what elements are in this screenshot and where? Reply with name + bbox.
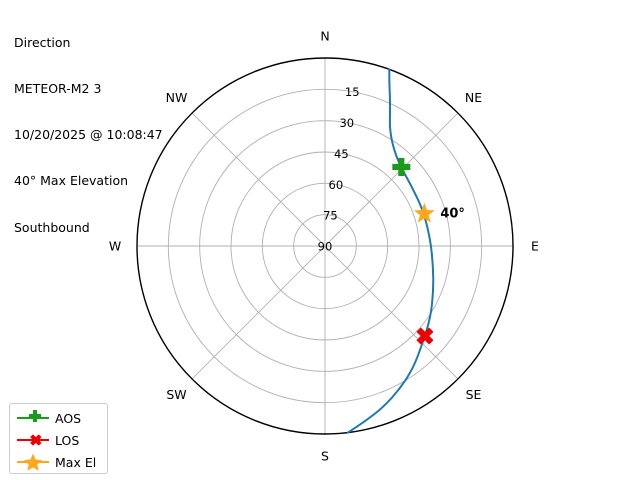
- marker-los: [416, 327, 434, 345]
- max-elevation-annotation: 40°: [440, 207, 465, 222]
- radial-tick-label-45: 45: [334, 147, 349, 161]
- marker-max-el: [413, 202, 435, 223]
- legend-label-aos: AOS: [55, 410, 82, 426]
- grid-spoke-SW: [191, 245, 326, 380]
- legend: AOS LOS Max El: [9, 403, 108, 474]
- title-line-direction-value: Southbound: [14, 219, 90, 235]
- title-line-direction: Direction: [14, 34, 71, 50]
- title-line-max-elevation: 40° Max Elevation: [14, 173, 129, 189]
- horizon-circle: [136, 57, 514, 435]
- legend-item-aos: AOS: [16, 407, 104, 429]
- track-line-pass-track: [346, 68, 435, 434]
- compass-label-N: N: [320, 29, 329, 44]
- compass-label-E: E: [531, 239, 539, 254]
- polar-spokes: [137, 58, 513, 434]
- radial-tick-label-30: 30: [339, 116, 354, 130]
- radial-tick-label-90: 90: [318, 240, 333, 254]
- compass-label-S: S: [321, 449, 329, 464]
- marker-aos: [392, 157, 411, 176]
- pass-event-markers: [392, 157, 435, 345]
- grid-spoke-NW: [191, 112, 326, 247]
- compass-label-SW: SW: [166, 387, 186, 402]
- grid-spoke-SE: [324, 245, 459, 380]
- compass-label-NE: NE: [465, 90, 482, 105]
- title-line-timestamp: 10/20/2025 @ 10:08:47: [14, 127, 163, 143]
- compass-label-W: W: [109, 239, 121, 254]
- grid-spoke-NE: [324, 112, 459, 247]
- radial-tick-label-60: 60: [329, 178, 344, 192]
- compass-label-NW: NW: [166, 90, 188, 105]
- star-marker-icon: [16, 452, 50, 472]
- satellite-pass-track: [346, 68, 435, 434]
- compass-direction-labels: N NE E SE S SW W NW: [109, 29, 539, 464]
- radial-tick-label-15: 15: [345, 85, 360, 99]
- max-el-value-label: 40°: [440, 207, 465, 222]
- plus-marker-icon: [16, 408, 50, 428]
- compass-label-SE: SE: [466, 387, 482, 402]
- radial-tick-label-75: 75: [323, 209, 338, 223]
- radial-tick-labels: 15 30 45 60 75 90: [318, 85, 360, 253]
- title-line-satellite: METEOR-M2 3: [14, 81, 102, 97]
- polar-outer-boundary: [136, 57, 514, 435]
- x-marker-icon: [16, 430, 50, 450]
- legend-item-los: LOS: [16, 429, 104, 451]
- legend-item-max-el: Max El: [16, 451, 104, 473]
- legend-label-max-el: Max El: [55, 454, 97, 470]
- legend-label-los: LOS: [55, 432, 80, 448]
- plot-title-block: Direction METEOR-M2 3 10/20/2025 @ 10:08…: [14, 4, 163, 266]
